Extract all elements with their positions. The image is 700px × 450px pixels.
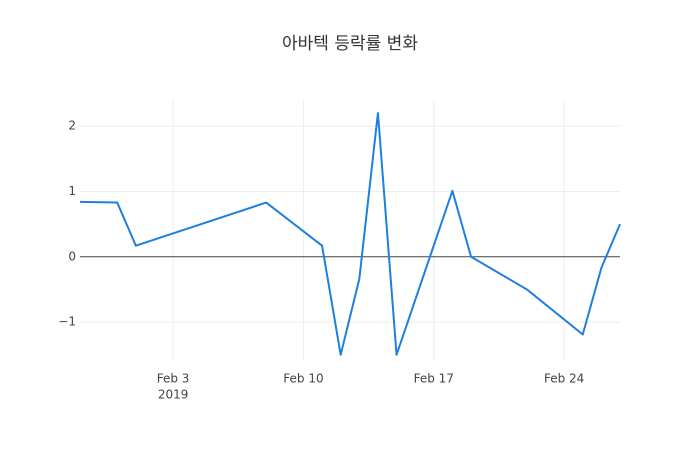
y-tick-label: 2 (68, 119, 76, 133)
y-tick-label: 0 (68, 249, 76, 263)
chart-title: 아바텍 등락률 변화 (282, 34, 418, 54)
y-tick-label: 1 (68, 184, 76, 198)
data-line (79, 112, 621, 356)
x-tick-label: Feb 17 (414, 372, 454, 386)
y-tick-label: −1 (58, 315, 76, 329)
x-tick-label: Feb 3 (157, 372, 190, 386)
x-tick-label: Feb 10 (283, 372, 323, 386)
x-year-label: 2019 (158, 388, 189, 402)
x-tick-label: Feb 24 (544, 372, 584, 386)
